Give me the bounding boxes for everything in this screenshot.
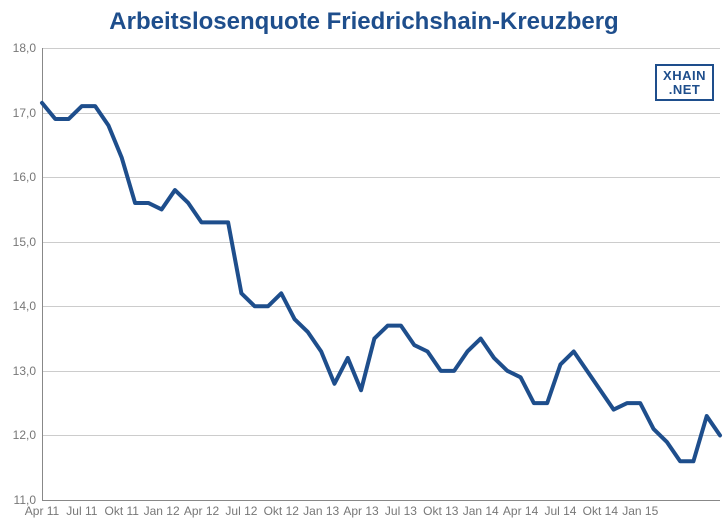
source-badge: XHAIN .NET (655, 64, 714, 101)
chart-container: Arbeitslosenquote Friedrichshain-Kreuzbe… (0, 0, 728, 523)
line-series (0, 0, 728, 523)
badge-line2: .NET (669, 82, 701, 97)
